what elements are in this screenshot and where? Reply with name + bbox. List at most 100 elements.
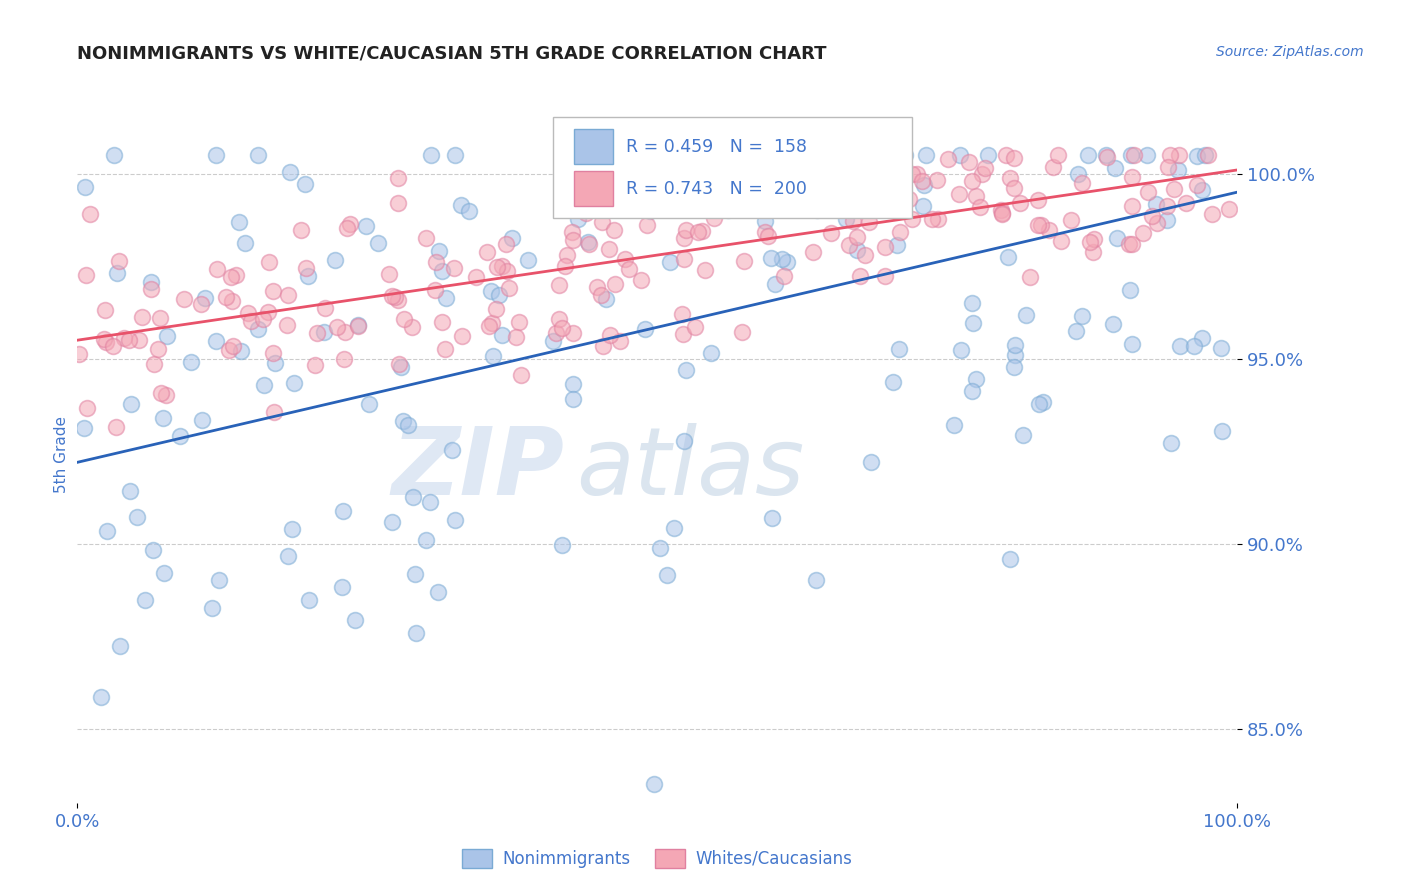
Point <box>508 315 530 329</box>
Point <box>973 161 995 175</box>
Point <box>1174 196 1197 211</box>
Point <box>949 343 972 357</box>
Point <box>1026 218 1049 232</box>
Point <box>754 225 776 239</box>
Point <box>831 194 853 209</box>
Point <box>443 260 465 275</box>
Point <box>247 322 270 336</box>
Point <box>1159 148 1181 162</box>
Point <box>657 568 679 582</box>
Point <box>554 259 576 273</box>
Point <box>759 251 782 265</box>
Point <box>415 231 437 245</box>
Point <box>305 326 328 341</box>
Point <box>107 254 129 268</box>
Point <box>686 225 709 239</box>
Point <box>128 333 150 347</box>
Point <box>990 205 1012 219</box>
Point <box>1122 148 1144 162</box>
Point <box>346 318 368 333</box>
Point <box>977 148 1000 162</box>
Point <box>191 413 214 427</box>
Point <box>828 180 851 194</box>
Point <box>756 228 779 243</box>
Point <box>359 396 381 410</box>
Point <box>962 316 984 330</box>
Point <box>965 372 987 386</box>
Point <box>662 521 685 535</box>
Point <box>441 443 464 458</box>
Point <box>700 345 723 359</box>
Point <box>1156 213 1178 227</box>
Point <box>598 242 620 256</box>
Point <box>153 566 176 581</box>
Point <box>820 226 842 240</box>
Point <box>434 342 457 356</box>
Point <box>648 161 671 176</box>
Point <box>481 316 503 330</box>
Point <box>118 333 141 347</box>
Point <box>886 237 908 252</box>
Point <box>1042 160 1064 174</box>
Point <box>356 219 378 234</box>
Text: R = 0.743   N =  200: R = 0.743 N = 200 <box>626 180 807 198</box>
Point <box>1182 339 1205 353</box>
Point <box>434 291 457 305</box>
Point <box>339 218 361 232</box>
Legend: Nonimmigrants, Whites/Caucasians: Nonimmigrants, Whites/Caucasians <box>456 842 859 874</box>
Point <box>751 174 773 188</box>
Point <box>543 334 565 349</box>
Point <box>1105 231 1128 245</box>
Point <box>915 148 938 162</box>
Point <box>173 292 195 306</box>
Point <box>1121 199 1143 213</box>
Point <box>900 167 922 181</box>
Point <box>105 420 128 434</box>
Point <box>1064 324 1087 338</box>
Point <box>576 235 599 249</box>
Point <box>1187 149 1209 163</box>
Point <box>921 212 943 227</box>
Point <box>1197 148 1219 162</box>
Point <box>1121 337 1143 351</box>
Point <box>948 187 970 202</box>
Point <box>485 301 508 316</box>
Point <box>1118 237 1140 252</box>
Point <box>960 296 983 310</box>
Point <box>1004 348 1026 362</box>
Point <box>228 215 250 229</box>
Point <box>859 455 882 469</box>
Point <box>703 211 725 225</box>
Point <box>149 310 172 325</box>
Point <box>252 311 274 326</box>
Point <box>388 358 411 372</box>
Point <box>1095 150 1118 164</box>
Point <box>695 263 717 277</box>
Point <box>960 174 983 188</box>
Point <box>120 397 142 411</box>
Point <box>763 277 786 292</box>
Point <box>389 359 412 374</box>
Point <box>887 342 910 356</box>
Point <box>717 202 740 217</box>
Point <box>997 250 1019 264</box>
Point <box>298 593 321 607</box>
Point <box>599 328 621 343</box>
Point <box>1101 317 1123 331</box>
Point <box>1209 341 1232 355</box>
Point <box>846 230 869 244</box>
Point <box>1121 169 1143 184</box>
Point <box>90 690 112 705</box>
Point <box>1146 216 1168 230</box>
Point <box>912 178 935 193</box>
Point <box>496 264 519 278</box>
Point <box>1010 195 1032 210</box>
Point <box>957 155 980 169</box>
Text: NONIMMIGRANTS VS WHITE/CAUCASIAN 5TH GRADE CORRELATION CHART: NONIMMIGRANTS VS WHITE/CAUCASIAN 5TH GRA… <box>77 45 827 62</box>
Text: ZIP: ZIP <box>392 423 565 515</box>
Point <box>396 417 419 432</box>
Point <box>586 280 609 294</box>
Point <box>614 148 637 162</box>
Point <box>849 269 872 284</box>
Point <box>384 290 406 304</box>
